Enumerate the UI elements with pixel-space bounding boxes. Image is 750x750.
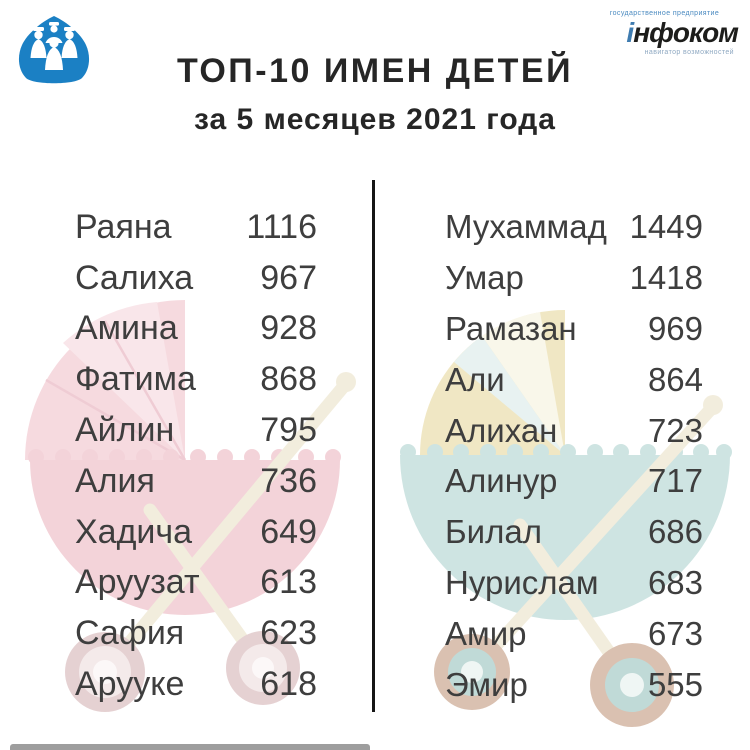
name-count: 683 xyxy=(647,563,703,601)
child-name: Айлин xyxy=(75,411,175,450)
title-line-1: ТОП-10 ИМЕН ДЕТЕЙ xyxy=(176,52,574,90)
child-name: Билал xyxy=(445,513,542,551)
name-count: 795 xyxy=(260,411,317,450)
name-count: 555 xyxy=(647,665,703,703)
name-row: Алихан 723 xyxy=(445,405,703,456)
name-row: Эмир 555 xyxy=(445,659,703,710)
name-row: Али 864 xyxy=(445,354,703,405)
infocom-logo: государственное предприятие iнфоком нави… xyxy=(563,10,739,56)
name-row: Алия 736 xyxy=(75,456,317,507)
name-row: Рамазан 969 xyxy=(445,304,703,355)
teal-stroller-illustration xyxy=(400,310,732,727)
teal-stroller-hood-highlight xyxy=(482,312,565,455)
name-count: 673 xyxy=(647,614,703,652)
name-row: Арууке 618 xyxy=(75,659,317,710)
name-count: 864 xyxy=(647,360,703,398)
child-name: Салиха xyxy=(75,258,194,297)
child-name: Алинур xyxy=(445,462,558,500)
name-count: 1418 xyxy=(629,259,703,297)
name-count: 717 xyxy=(647,462,703,500)
child-name: Арууке xyxy=(75,665,185,704)
infocom-wordmark-i: i xyxy=(626,17,634,48)
name-row: Фатима 868 xyxy=(75,354,317,405)
left-name-list: Раяна 1116 Салиха 967 Амина 928 Фатима 8… xyxy=(75,202,317,710)
child-name: Мухаммад xyxy=(445,208,607,246)
name-row: Алинур 717 xyxy=(445,456,703,507)
child-name: Умар xyxy=(445,259,524,297)
infocom-bottom-caption: навигатор возможностей xyxy=(644,49,734,56)
column-divider xyxy=(372,180,375,712)
infocom-wordmark: iнфоком xyxy=(563,17,739,48)
child-name: Алия xyxy=(75,461,155,500)
child-name: Аруузат xyxy=(75,563,200,602)
name-count: 736 xyxy=(260,461,317,500)
pink-stroller-body xyxy=(28,449,341,615)
name-count: 868 xyxy=(260,360,317,399)
name-row: Аруузат 613 xyxy=(75,558,317,609)
family-silhouettes xyxy=(30,22,78,70)
pink-stroller-handle-knob xyxy=(336,372,356,392)
pink-stroller-wheel-hub xyxy=(93,657,274,684)
infocom-top-caption: государственное предприятие xyxy=(609,10,720,17)
child-name: Алихан xyxy=(445,411,558,449)
name-row: Билал 686 xyxy=(445,507,703,558)
name-count: 1116 xyxy=(246,207,317,246)
child-name: Раяна xyxy=(75,207,172,246)
name-count: 1449 xyxy=(629,208,703,246)
page-title: ТОП-10 ИМЕН ДЕТЕЙ за 5 месяцев 2021 года xyxy=(0,52,750,137)
name-row: Мухаммад 1449 xyxy=(445,202,703,253)
name-row: Нурислам 683 xyxy=(445,558,703,609)
name-count: 613 xyxy=(260,563,317,602)
child-name: Рамазан xyxy=(445,309,577,347)
child-name: Сафия xyxy=(75,614,185,653)
name-count: 928 xyxy=(260,309,317,348)
footer-progress-bar xyxy=(10,744,370,750)
pink-stroller-illustration xyxy=(25,300,356,712)
infocom-wordmark-rest: нфоком xyxy=(633,17,739,48)
title-line-2: за 5 месяцев 2021 года xyxy=(194,103,556,136)
name-row: Хадича 649 xyxy=(75,507,317,558)
teal-stroller-wheel-hub xyxy=(461,661,644,697)
right-name-list: Мухаммад 1449 Умар 1418 Рамазан 969 Али … xyxy=(445,202,703,710)
child-name: Эмир xyxy=(445,665,528,703)
name-row: Амир 673 xyxy=(445,608,703,659)
name-count: 686 xyxy=(647,513,703,551)
name-row: Сафия 623 xyxy=(75,608,317,659)
family-emblem-logo xyxy=(18,16,90,84)
name-row: Умар 1418 xyxy=(445,253,703,304)
name-row: Салиха 967 xyxy=(75,253,317,304)
child-name: Фатима xyxy=(75,360,196,399)
child-name: Али xyxy=(445,360,505,398)
name-count: 623 xyxy=(260,614,317,653)
name-count: 723 xyxy=(647,411,703,449)
child-name: Хадича xyxy=(75,512,193,551)
name-count: 967 xyxy=(260,258,317,297)
pink-stroller-hood-highlight xyxy=(63,302,185,460)
teal-stroller-hood-stripe xyxy=(454,336,565,455)
name-count: 618 xyxy=(260,665,317,704)
name-count: 649 xyxy=(260,512,317,551)
name-row: Амина 928 xyxy=(75,304,317,355)
name-row: Айлин 795 xyxy=(75,405,317,456)
name-row: Раяна 1116 xyxy=(75,202,317,253)
child-name: Амир xyxy=(445,614,527,652)
name-count: 969 xyxy=(647,309,703,347)
pink-stroller-pleats xyxy=(45,320,187,462)
child-name: Амина xyxy=(75,309,178,348)
teal-stroller-handle-knob xyxy=(703,395,723,415)
child-name: Нурислам xyxy=(445,563,599,601)
